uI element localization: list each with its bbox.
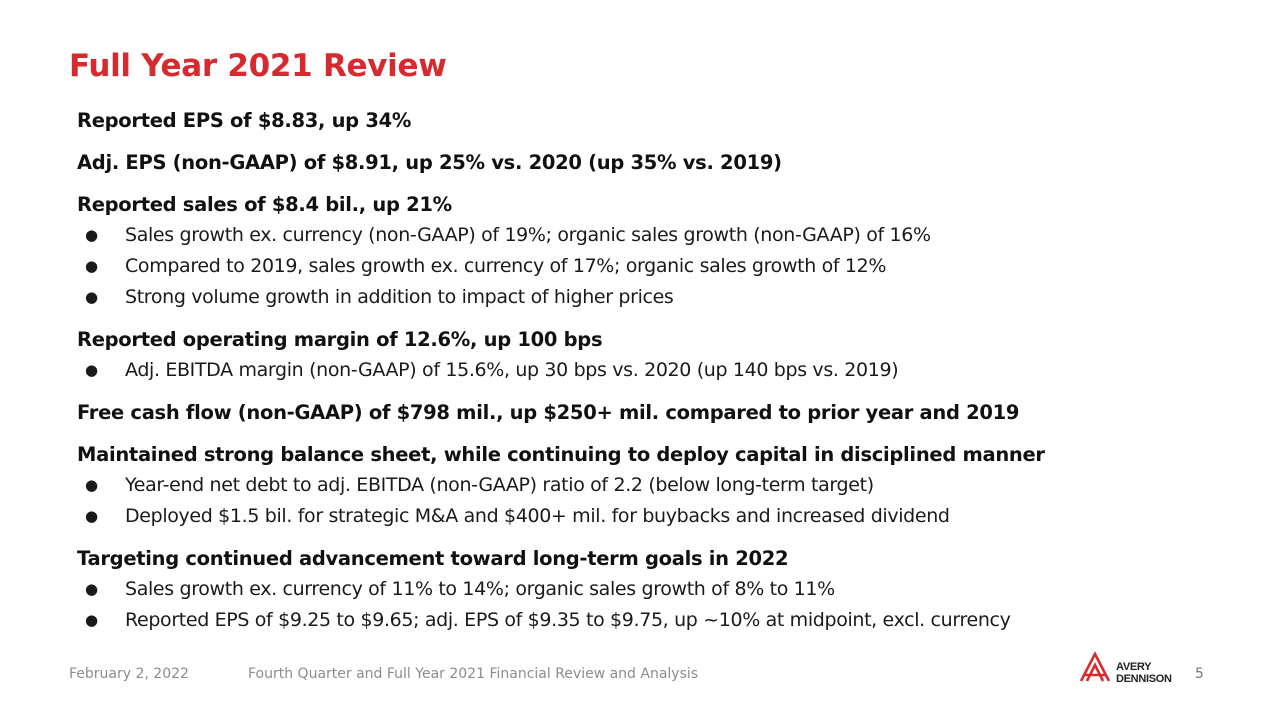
footer-date: February 2, 2022 xyxy=(69,666,189,682)
bullet-item: Compared to 2019, sales growth ex. curre… xyxy=(77,251,1227,282)
company-logo: AVERY DENNISON xyxy=(1078,650,1184,686)
section-heading: Reported sales of $8.4 bil., up 21% xyxy=(77,193,452,216)
bullet-list: Sales growth ex. currency of 11% to 14%;… xyxy=(77,574,1227,636)
section-heading: Maintained strong balance sheet, while c… xyxy=(77,443,1045,466)
bullet-list: Sales growth ex. currency (non-GAAP) of … xyxy=(77,220,1227,313)
avery-dennison-logo-icon xyxy=(1079,651,1111,682)
bullet-item: Adj. EBITDA margin (non-GAAP) of 15.6%, … xyxy=(77,355,1227,386)
slide-title: Full Year 2021 Review xyxy=(69,48,447,84)
bullet-item: Deployed $1.5 bil. for strategic M&A and… xyxy=(77,501,1227,532)
bullet-list: Adj. EBITDA margin (non-GAAP) of 15.6%, … xyxy=(77,355,1227,386)
review-section: Reported sales of $8.4 bil., up 21% Sales… xyxy=(77,190,1227,313)
bullet-item: Year-end net debt to adj. EBITDA (non-GA… xyxy=(77,470,1227,501)
section-heading: Reported operating margin of 12.6%, up 1… xyxy=(77,328,603,351)
bullet-item: Sales growth ex. currency (non-GAAP) of … xyxy=(77,220,1227,251)
bullet-item: Sales growth ex. currency of 11% to 14%;… xyxy=(77,574,1227,605)
review-section: Targeting continued advancement toward l… xyxy=(77,544,1227,636)
slide-content: Reported EPS of $8.83, up 34% Adj. EPS (n… xyxy=(77,106,1227,648)
bullet-item: Strong volume growth in addition to impa… xyxy=(77,282,1227,313)
section-heading: Reported EPS of $8.83, up 34% xyxy=(77,109,412,132)
bullet-list: Year-end net debt to adj. EBITDA (non-GA… xyxy=(77,470,1227,532)
logo-line-2: DENNISON xyxy=(1116,673,1172,685)
section-heading: Targeting continued advancement toward l… xyxy=(77,547,789,570)
logo-line-1: AVERY xyxy=(1116,661,1152,673)
section-heading: Adj. EPS (non-GAAP) of $8.91, up 25% vs.… xyxy=(77,151,782,174)
bullet-item: Reported EPS of $9.25 to $9.65; adj. EPS… xyxy=(77,605,1227,636)
footer-description: Fourth Quarter and Full Year 2021 Financ… xyxy=(248,666,699,682)
section-heading: Free cash flow (non-GAAP) of $798 mil., … xyxy=(77,401,1020,424)
review-section: Free cash flow (non-GAAP) of $798 mil., … xyxy=(77,398,1227,428)
review-section: Reported EPS of $8.83, up 34% xyxy=(77,106,1227,136)
review-section: Reported operating margin of 12.6%, up 1… xyxy=(77,325,1227,386)
page-number: 5 xyxy=(1195,666,1204,682)
review-section: Maintained strong balance sheet, while c… xyxy=(77,440,1227,532)
review-section: Adj. EPS (non-GAAP) of $8.91, up 25% vs.… xyxy=(77,148,1227,178)
logo-wordmark: AVERY DENNISON xyxy=(1116,661,1172,685)
